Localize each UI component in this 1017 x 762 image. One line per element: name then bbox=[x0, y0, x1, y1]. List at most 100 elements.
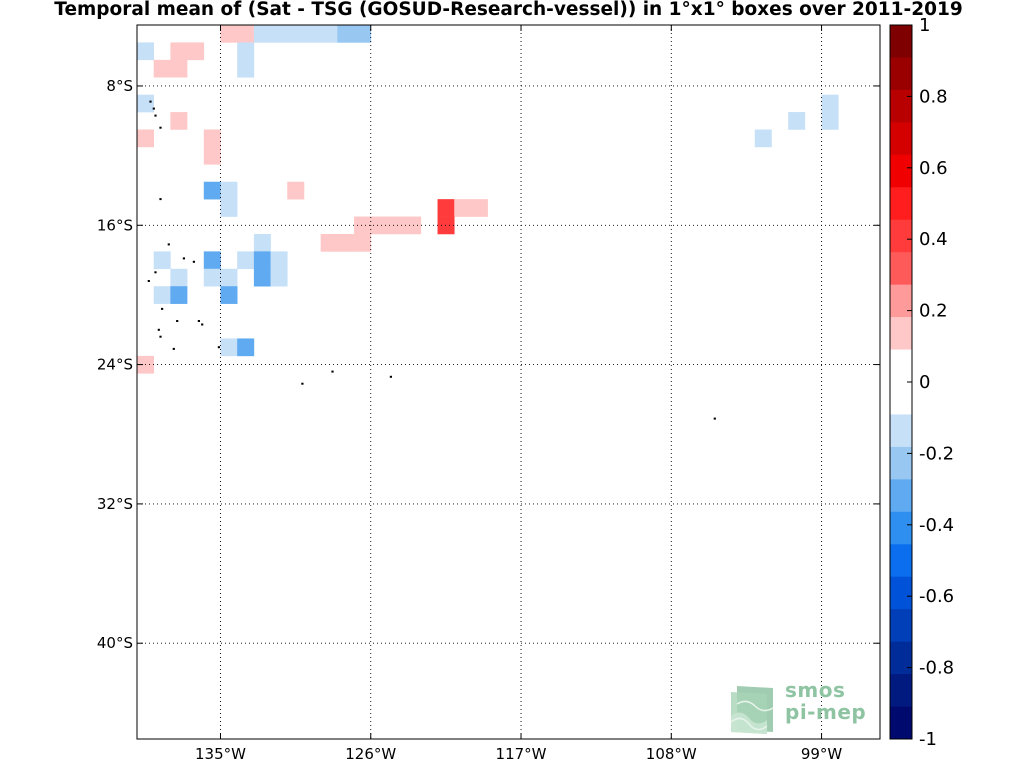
data-cell bbox=[203, 146, 221, 165]
data-cell bbox=[220, 25, 238, 43]
islands bbox=[147, 100, 716, 420]
logo-waves-icon bbox=[730, 686, 774, 734]
island-marker bbox=[389, 375, 392, 378]
colorbar-segment bbox=[890, 317, 912, 350]
colorbar-tick-label: 0.6 bbox=[919, 158, 948, 179]
colorbar-segment bbox=[890, 479, 912, 513]
island-marker bbox=[152, 107, 155, 110]
colorbar-segment bbox=[890, 641, 912, 675]
data-cell bbox=[220, 338, 238, 357]
data-cell bbox=[203, 268, 221, 287]
data-cell bbox=[237, 25, 255, 43]
colorbar-segment bbox=[890, 57, 912, 91]
colorbar-tick-label: 0.4 bbox=[919, 229, 948, 250]
data-cell bbox=[220, 199, 238, 217]
island-marker bbox=[149, 100, 152, 103]
x-tick-label: 126°W bbox=[345, 745, 396, 762]
island-marker bbox=[172, 347, 175, 350]
data-cell bbox=[253, 233, 271, 252]
island-marker bbox=[176, 320, 179, 322]
colorbar-tick-label: -1 bbox=[919, 729, 937, 750]
data-cell bbox=[287, 25, 305, 43]
data-cell bbox=[270, 25, 288, 43]
data-cells bbox=[137, 25, 839, 374]
data-cell bbox=[137, 42, 154, 61]
data-cell bbox=[404, 216, 422, 235]
colorbar-segment bbox=[890, 187, 912, 221]
data-cell bbox=[237, 251, 255, 270]
data-cell bbox=[370, 216, 388, 235]
island-marker bbox=[159, 126, 162, 129]
colorbar-tick-label: 0 bbox=[919, 372, 930, 393]
data-cell bbox=[821, 94, 839, 113]
data-cell bbox=[203, 251, 221, 270]
data-cell bbox=[253, 268, 271, 287]
island-marker bbox=[157, 328, 160, 331]
colorbar-tick-label: 0.2 bbox=[919, 301, 948, 322]
figure-title: Temporal mean of (Sat - TSG (GOSUD-Resea… bbox=[54, 0, 963, 20]
data-cell bbox=[270, 268, 288, 287]
data-cell bbox=[237, 42, 255, 61]
y-tick-label: 24°S bbox=[97, 356, 133, 374]
data-cell bbox=[788, 112, 806, 130]
data-cell bbox=[220, 181, 238, 200]
data-cell bbox=[354, 216, 372, 235]
data-cell bbox=[203, 181, 221, 200]
data-cell bbox=[320, 233, 338, 252]
data-cell bbox=[303, 25, 321, 43]
data-cell bbox=[253, 251, 271, 270]
data-cell bbox=[220, 268, 238, 287]
data-cell bbox=[170, 42, 188, 61]
colorbar-segment bbox=[890, 511, 912, 545]
island-marker bbox=[159, 335, 162, 338]
colorbar-segment bbox=[890, 122, 912, 156]
island-marker bbox=[201, 323, 204, 326]
gridlines bbox=[137, 25, 880, 739]
island-marker bbox=[182, 257, 185, 260]
data-cell bbox=[237, 338, 255, 357]
colorbar-tick-label: 1 bbox=[919, 15, 930, 36]
data-cell bbox=[153, 286, 171, 304]
colorbar-tick-label: -0.6 bbox=[919, 586, 954, 607]
colorbar-segment bbox=[890, 284, 912, 318]
colorbar-segment bbox=[890, 576, 912, 610]
data-cell bbox=[187, 42, 205, 61]
data-cell bbox=[203, 129, 221, 148]
island-marker bbox=[713, 417, 716, 420]
data-cell bbox=[320, 25, 338, 43]
colorbar-segment bbox=[890, 674, 912, 707]
data-cell bbox=[153, 251, 171, 270]
data-cell bbox=[270, 251, 288, 270]
island-marker bbox=[301, 382, 304, 385]
island-marker bbox=[217, 346, 220, 349]
y-axis: 8°S 16°S 24°S 32°S 40°S bbox=[97, 77, 880, 652]
colorbar-segment bbox=[890, 382, 912, 415]
data-cell bbox=[354, 25, 372, 43]
data-cell bbox=[220, 286, 238, 304]
island-marker bbox=[147, 280, 150, 282]
colorbar: 1 0.8 0.6 0.4 0.2 0 -0.2 -0.4 -0.6 -0.8 -1 bbox=[889, 15, 954, 750]
island-marker bbox=[154, 114, 157, 117]
x-tick-label: 117°W bbox=[496, 745, 547, 762]
logo-text-smos: smos bbox=[785, 678, 846, 702]
data-cell bbox=[153, 59, 171, 78]
data-cell bbox=[387, 216, 405, 235]
data-cell bbox=[137, 94, 154, 113]
x-tick-label: 99°W bbox=[801, 745, 843, 762]
data-cell bbox=[437, 199, 455, 217]
colorbar-segment bbox=[890, 349, 912, 383]
data-cell bbox=[437, 216, 455, 235]
data-cell bbox=[170, 286, 188, 304]
data-cell bbox=[170, 59, 188, 78]
colorbar-tick-label: -0.8 bbox=[919, 658, 954, 679]
colorbar-segment bbox=[890, 609, 912, 643]
island-marker bbox=[197, 320, 200, 322]
data-cell bbox=[354, 233, 372, 252]
colorbar-segment bbox=[890, 446, 912, 480]
data-cell bbox=[170, 112, 188, 130]
island-marker bbox=[159, 198, 162, 201]
colorbar-segment bbox=[890, 89, 912, 123]
x-axis: 135°W 126°W 117°W 108°W 99°W bbox=[195, 25, 842, 762]
island-marker bbox=[167, 243, 170, 246]
